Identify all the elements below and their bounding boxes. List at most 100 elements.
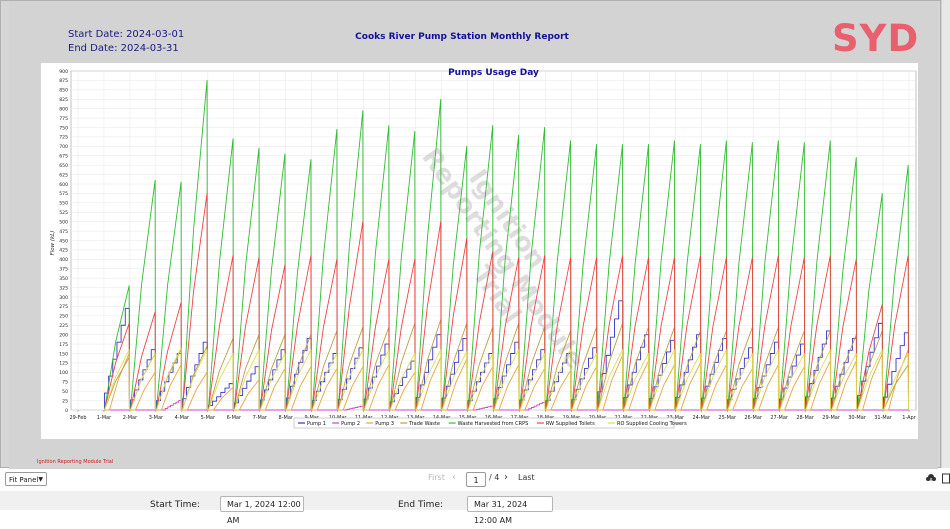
- y-tick-label: 450: [59, 238, 68, 244]
- end-time-label: End Time:: [398, 500, 444, 510]
- y-tick-label: 300: [59, 295, 68, 301]
- legend-label: RW Supplied Toilets: [546, 421, 595, 427]
- x-tick-label: 25-Mar: [718, 415, 737, 421]
- legend-label: RO Supplied Cooling Towers: [617, 421, 687, 427]
- x-tick-label: 3-Mar: [149, 415, 164, 421]
- x-tick-label: 24-Mar: [692, 415, 711, 421]
- vertical-scrollbar[interactable]: [941, 0, 950, 468]
- x-tick-label: 6-Mar: [227, 415, 242, 421]
- x-tick-label: 4-Mar: [175, 415, 190, 421]
- y-tick-label: 625: [59, 172, 68, 178]
- y-tick-label: 875: [59, 78, 68, 84]
- next-page-icon[interactable]: ›: [504, 472, 508, 483]
- syd-logo: SYD: [832, 17, 920, 60]
- fit-mode-select[interactable]: Fit Panel ▼: [5, 472, 47, 486]
- end-date-value: 2024-03-31: [120, 43, 179, 54]
- legend-box: [293, 417, 675, 429]
- y-tick-label: 850: [59, 88, 68, 94]
- download-icon[interactable]: [925, 473, 937, 487]
- y-tick-label: 675: [59, 154, 68, 160]
- y-tick-label: 650: [59, 163, 68, 169]
- legend-label: Waste Harvested from CRPS: [458, 421, 529, 427]
- y-tick-label: 200: [59, 332, 68, 338]
- x-tick-label: 26-Mar: [744, 415, 763, 421]
- series-line-trade_waste: [104, 319, 909, 411]
- y-tick-label: 500: [59, 219, 68, 225]
- y-tick-label: 250: [59, 314, 68, 320]
- legend-label: Trade Waste: [408, 421, 440, 427]
- y-tick-label: 175: [59, 342, 68, 348]
- y-tick-label: 225: [59, 323, 68, 329]
- y-tick-label: 900: [59, 69, 68, 75]
- legend-label: Pump 1: [307, 421, 326, 427]
- chart-panel: 0 25 50 75 100 125 150 175 200 225 250 275 300 325 350…: [41, 63, 918, 439]
- x-tick-label: 30-Mar: [848, 415, 867, 421]
- y-tick-label: 475: [59, 229, 68, 235]
- end-date-label: End Date:: [68, 43, 121, 54]
- series-line-waste_harvested: [104, 79, 909, 411]
- y-tick-label: 350: [59, 276, 68, 282]
- x-tick-label: 28-Mar: [796, 415, 815, 421]
- y-tick-label: 425: [59, 248, 68, 254]
- x-tick-label: 2-Mar: [123, 415, 138, 421]
- start-time-label: Start Time:: [150, 500, 200, 510]
- trial-note: Ignition Reporting Module Trial: [37, 459, 114, 465]
- page-total: / 4: [489, 473, 500, 482]
- y-tick-label: 100: [59, 370, 68, 376]
- legend-label: Pump 3: [375, 421, 394, 427]
- x-tick-label: 5-Mar: [201, 415, 216, 421]
- report-title: Cooks River Pump Station Monthly Report: [355, 32, 569, 42]
- series-line-rw_toilets: [104, 192, 909, 411]
- chart-title: Pumps Usage Day: [448, 68, 539, 78]
- start-date-value: 2024-03-01: [126, 29, 185, 40]
- y-tick-label: 800: [59, 106, 68, 112]
- y-tick-label: 0: [65, 408, 68, 414]
- x-tick-label: 1-Apr: [902, 415, 916, 421]
- x-tick-label: 31-Mar: [874, 415, 893, 421]
- y-tick-label: 400: [59, 257, 68, 263]
- y-tick-label: 25: [62, 398, 68, 404]
- chevron-down-icon: ▼: [38, 476, 43, 483]
- y-tick-label: 75: [62, 380, 68, 386]
- start-date-line: Start Date: 2024-03-01: [68, 29, 184, 40]
- viewer-toolbar: [0, 469, 950, 491]
- x-tick-label: 29-Feb: [69, 415, 86, 421]
- x-tick-label: 23-Mar: [666, 415, 685, 421]
- y-tick-label: 150: [59, 351, 68, 357]
- y-tick-label: 575: [59, 191, 68, 197]
- x-tick-label: 8-Mar: [279, 415, 294, 421]
- first-page-button[interactable]: First: [428, 473, 445, 482]
- x-tick-label: 7-Mar: [253, 415, 268, 421]
- fit-mode-value: Fit Panel: [9, 476, 39, 484]
- y-tick-label: 700: [59, 144, 68, 150]
- y-tick-label: 775: [59, 116, 68, 122]
- y-axis-label: Flow (kL): [50, 231, 56, 256]
- y-tick-label: 375: [59, 267, 68, 273]
- last-page-button[interactable]: Last: [518, 473, 535, 482]
- edit-icon[interactable]: [942, 473, 950, 487]
- legend-label: Pump 2: [341, 421, 360, 427]
- x-tick-label: 29-Mar: [822, 415, 841, 421]
- y-tick-label: 550: [59, 201, 68, 207]
- y-tick-label: 325: [59, 285, 68, 291]
- y-tick-label: 50: [62, 389, 68, 395]
- y-tick-label: 750: [59, 125, 68, 131]
- x-tick-label: 1-Mar: [97, 415, 112, 421]
- y-tick-label: 600: [59, 182, 68, 188]
- y-tick-label: 125: [59, 361, 68, 367]
- series-line-pump3: [104, 349, 909, 411]
- series-line-pump2: [104, 400, 909, 411]
- prev-page-icon[interactable]: ‹: [452, 472, 456, 483]
- y-tick-label: 525: [59, 210, 68, 216]
- start-date-label: Start Date:: [68, 29, 127, 40]
- page-number-input[interactable]: 1: [466, 472, 486, 487]
- y-tick-label: 725: [59, 135, 68, 141]
- end-date-line: End Date: 2024-03-31: [68, 43, 179, 54]
- y-tick-label: 275: [59, 304, 68, 310]
- report-viewer: Start Date: 2024-03-01 End Date: 2024-03…: [0, 0, 941, 469]
- x-tick-label: 27-Mar: [770, 415, 789, 421]
- report-page: Start Date: 2024-03-01 End Date: 2024-03…: [9, 1, 938, 469]
- pumps-usage-chart: 0 25 50 75 100 125 150 175 200 225 250 275 300 325 350…: [50, 68, 917, 429]
- series-line-ro_towers: [104, 347, 909, 411]
- y-tick-label: 825: [59, 97, 68, 103]
